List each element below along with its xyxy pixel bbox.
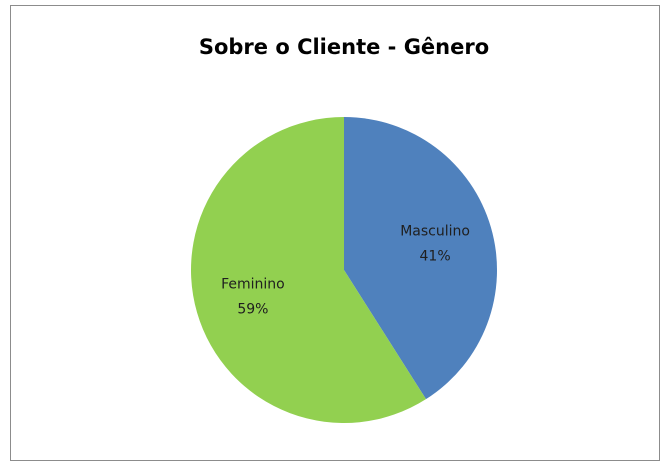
slice-value-label: 41% xyxy=(420,249,451,265)
chart-title: Sobre o Cliente - Gênero xyxy=(199,35,489,59)
slice-value-label: 59% xyxy=(237,301,268,317)
slice-label: Masculino xyxy=(400,224,470,240)
pie-slice xyxy=(344,117,497,400)
slice-label: Feminino xyxy=(221,276,285,292)
pie-slice xyxy=(190,117,426,424)
